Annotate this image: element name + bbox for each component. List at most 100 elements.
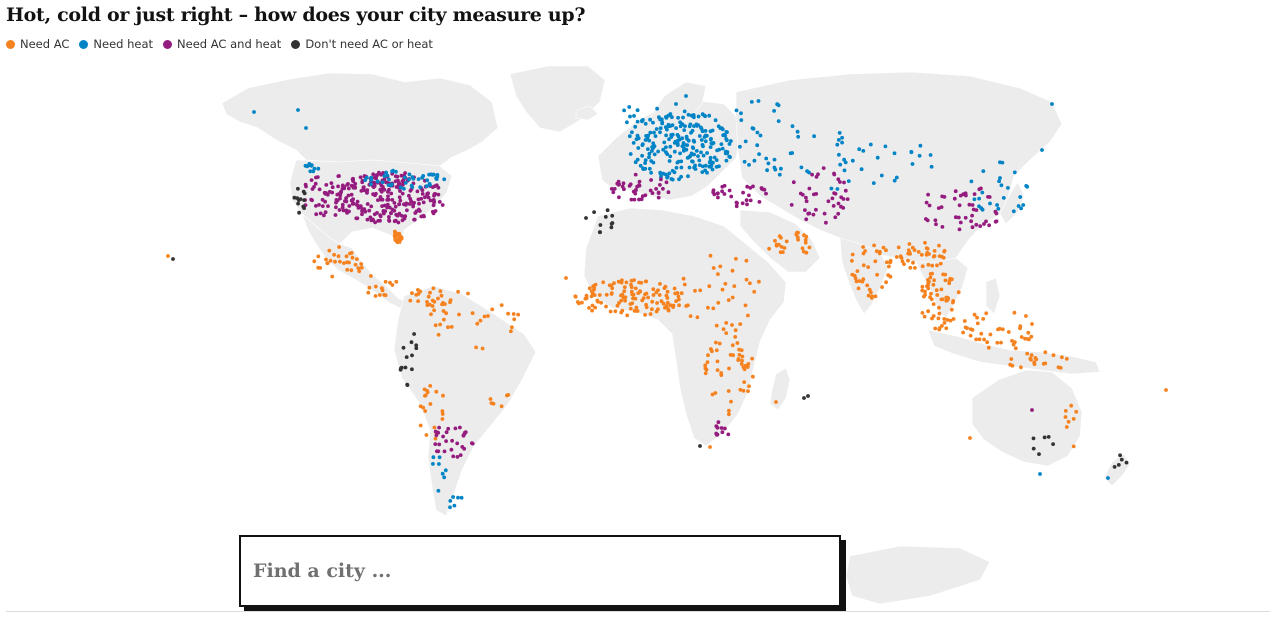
city-dot-need-ac[interactable] [1043, 361, 1048, 366]
city-dot-need-heat[interactable] [764, 156, 769, 161]
city-dot-need-ac[interactable] [609, 283, 614, 288]
city-dot-need-heat[interactable] [684, 94, 688, 98]
city-dot-need-ac-and-heat[interactable] [383, 209, 388, 214]
city-dot-need-ac[interactable] [940, 254, 944, 259]
city-dot-need-heat[interactable] [424, 184, 429, 189]
city-dot-need-heat[interactable] [660, 121, 665, 126]
city-dot-need-ac[interactable] [1025, 337, 1030, 341]
city-dot-need-ac[interactable] [739, 348, 744, 353]
city-dot-need-heat[interactable] [751, 126, 756, 131]
city-dot-need-ac[interactable] [410, 291, 414, 295]
city-dot-need-ac[interactable] [710, 349, 714, 354]
city-dot-need-ac[interactable] [573, 294, 578, 299]
city-dot-need-heat[interactable] [700, 129, 705, 134]
city-dot-need-ac-and-heat[interactable] [654, 187, 658, 191]
city-dot-need-ac[interactable] [325, 261, 330, 265]
city-dot-need-ac[interactable] [782, 246, 787, 250]
city-dot-need-ac-and-heat[interactable] [804, 195, 808, 200]
city-dot-need-ac-and-heat[interactable] [455, 441, 460, 446]
city-dot-need-heat[interactable] [296, 108, 300, 112]
city-dot-need-heat[interactable] [659, 117, 664, 122]
city-dot-need-ac[interactable] [604, 292, 609, 297]
city-dot-need-ac-and-heat[interactable] [336, 184, 340, 189]
city-dot-need-ac[interactable] [928, 275, 933, 280]
city-dot-need-ac[interactable] [860, 279, 865, 284]
city-dot-need-ac-and-heat[interactable] [376, 198, 380, 203]
city-dot-need-ac[interactable] [1019, 365, 1023, 370]
city-dot-need-heat[interactable] [668, 154, 673, 159]
city-dot-need-ac-and-heat[interactable] [384, 180, 388, 185]
city-dot-need-heat[interactable] [1018, 195, 1023, 199]
city-dot-need-ac-and-heat[interactable] [338, 196, 342, 201]
city-dot-need-heat[interactable] [425, 178, 430, 183]
city-dot-need-ac-and-heat[interactable] [987, 223, 991, 228]
city-dot-need-heat[interactable] [650, 149, 654, 153]
city-dot-need-ac-and-heat[interactable] [470, 441, 475, 446]
city-dot-need-ac-and-heat[interactable] [382, 203, 387, 208]
city-dot-need-ac[interactable] [440, 417, 445, 421]
city-dot-need-ac[interactable] [438, 322, 443, 327]
city-dot-need-ac-and-heat[interactable] [392, 201, 397, 205]
city-dot-need-ac-and-heat[interactable] [344, 199, 349, 204]
city-dot-need-heat[interactable] [708, 129, 713, 134]
city-dot-need-heat[interactable] [696, 154, 700, 159]
city-dot-need-ac[interactable] [431, 286, 436, 291]
city-dot-need-ac[interactable] [945, 318, 950, 322]
city-dot-need-ac[interactable] [444, 311, 448, 316]
city-dot-need-ac[interactable] [925, 284, 929, 289]
city-dot-need-heat[interactable] [628, 114, 632, 119]
city-dot-need-ac-and-heat[interactable] [711, 188, 716, 193]
city-dot-need-ac[interactable] [972, 312, 977, 317]
city-dot-need-heat[interactable] [838, 162, 843, 167]
city-dot-need-ac[interactable] [373, 284, 378, 289]
city-dot-need-heat[interactable] [643, 158, 648, 163]
city-dot-need-ac-and-heat[interactable] [342, 185, 347, 190]
city-dot-need-ac[interactable] [640, 298, 645, 303]
city-dot-need-ac-and-heat[interactable] [387, 187, 391, 192]
city-dot-need-ac[interactable] [622, 285, 627, 289]
city-dot-need-ac-and-heat[interactable] [407, 202, 412, 206]
city-dot-no-ac-or-heat[interactable] [403, 365, 408, 370]
city-dot-need-heat[interactable] [799, 165, 804, 170]
city-dot-need-heat[interactable] [649, 170, 653, 175]
city-dot-need-ac-and-heat[interactable] [365, 202, 370, 206]
city-dot-need-ac[interactable] [327, 248, 332, 253]
city-dot-need-ac[interactable] [356, 266, 361, 270]
city-dot-need-ac[interactable] [456, 289, 460, 294]
city-dot-need-ac-and-heat[interactable] [346, 182, 350, 186]
city-dot-need-ac-and-heat[interactable] [389, 211, 393, 216]
city-dot-need-ac[interactable] [681, 276, 686, 281]
city-dot-need-ac[interactable] [704, 367, 709, 372]
city-dot-need-ac[interactable] [857, 279, 862, 283]
city-dot-need-ac-and-heat[interactable] [434, 433, 439, 438]
city-dot-need-ac-and-heat[interactable] [378, 213, 383, 218]
city-dot-need-ac[interactable] [615, 303, 620, 308]
city-dot-need-heat[interactable] [846, 179, 851, 184]
city-dot-need-ac[interactable] [923, 289, 927, 294]
city-dot-need-ac[interactable] [850, 252, 855, 257]
city-dot-need-ac[interactable] [856, 286, 861, 291]
city-dot-need-ac[interactable] [740, 354, 745, 359]
city-dot-need-heat[interactable] [765, 168, 769, 173]
city-dot-no-ac-or-heat[interactable] [405, 382, 410, 387]
city-dot-need-ac[interactable] [659, 299, 664, 304]
city-dot-need-ac[interactable] [869, 296, 874, 300]
city-dot-no-ac-or-heat[interactable] [584, 216, 588, 220]
city-dot-need-heat[interactable] [384, 170, 388, 175]
city-dot-no-ac-or-heat[interactable] [399, 366, 403, 371]
city-dot-need-ac-and-heat[interactable] [748, 186, 753, 190]
city-dot-need-ac[interactable] [746, 362, 751, 366]
city-dot-need-heat[interactable] [776, 103, 781, 108]
city-dot-need-ac-and-heat[interactable] [340, 205, 345, 210]
city-dot-need-heat[interactable] [837, 152, 841, 157]
city-dot-need-ac-and-heat[interactable] [953, 189, 958, 194]
city-dot-need-ac[interactable] [633, 286, 638, 291]
city-dot-need-ac[interactable] [342, 261, 346, 265]
city-dot-need-ac-and-heat[interactable] [323, 191, 328, 196]
city-dot-need-ac[interactable] [688, 314, 693, 318]
city-dot-need-heat[interactable] [708, 158, 713, 163]
city-dot-need-ac[interactable] [677, 297, 681, 302]
city-dot-need-heat[interactable] [739, 111, 743, 116]
city-dot-need-ac-and-heat[interactable] [814, 207, 818, 212]
city-dot-need-ac-and-heat[interactable] [361, 185, 366, 190]
